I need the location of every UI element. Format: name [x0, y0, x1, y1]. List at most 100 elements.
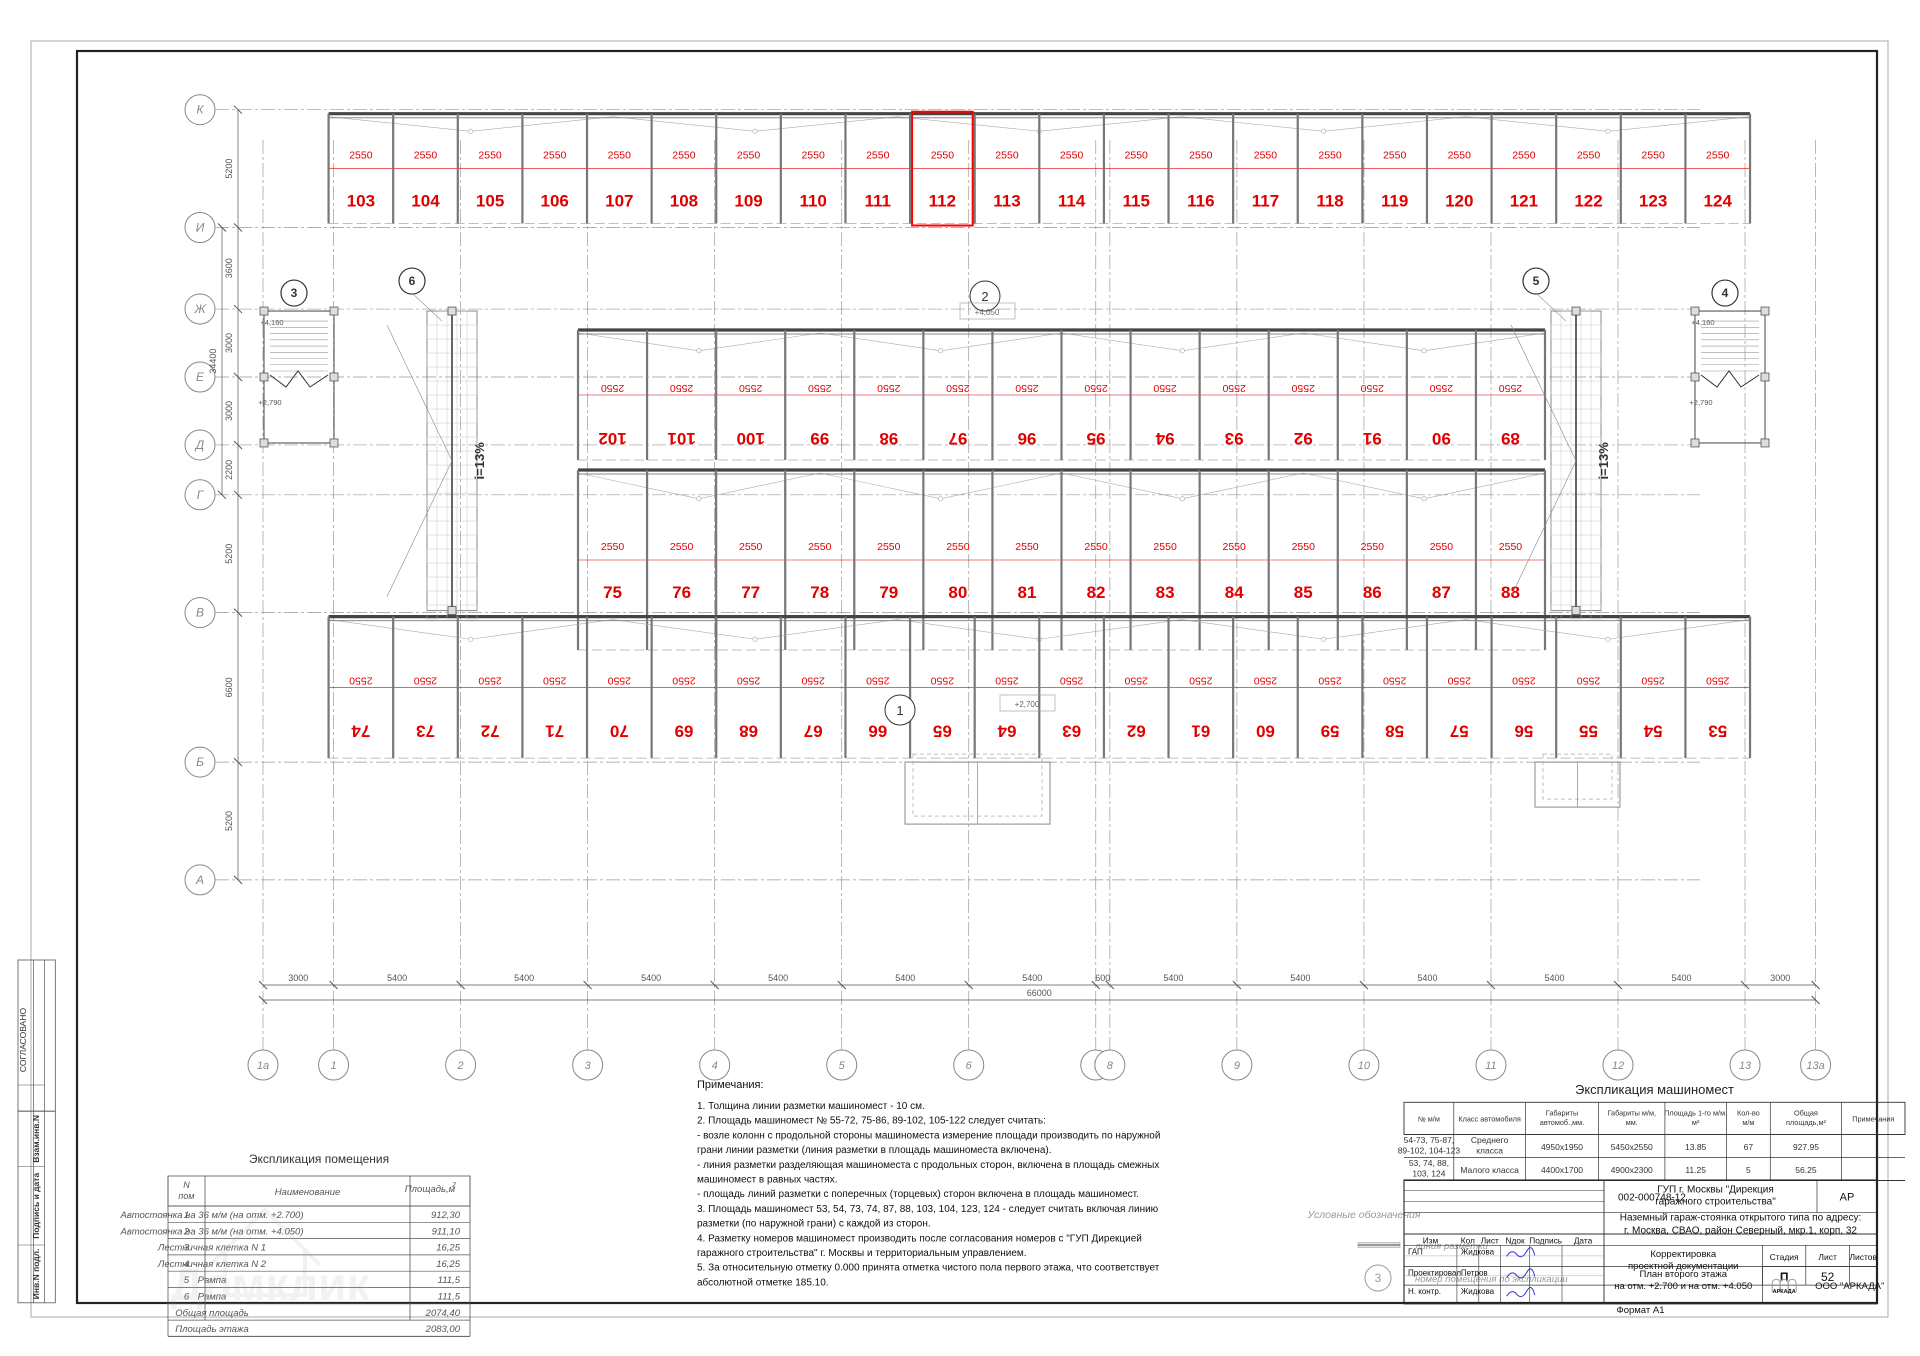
svg-text:111,5: 111,5: [438, 1292, 461, 1303]
svg-text:1: 1: [331, 1060, 337, 1072]
svg-text:ГУП г. Москвы "Дирекция: ГУП г. Москвы "Дирекция: [1657, 1184, 1774, 1195]
svg-text:600: 600: [1095, 973, 1110, 983]
svg-text:N: N: [183, 1180, 190, 1190]
svg-text:2550: 2550: [1125, 150, 1149, 162]
svg-text:И: И: [196, 221, 205, 235]
svg-text:1: 1: [896, 703, 903, 718]
svg-text:площадь,м²: площадь,м²: [1786, 1118, 1827, 1127]
svg-text:2550: 2550: [931, 674, 955, 686]
svg-text:912,30: 912,30: [431, 1210, 461, 1221]
svg-text:111: 111: [865, 192, 892, 211]
svg-text:81: 81: [1017, 583, 1036, 602]
svg-text:Лестничная клетка N 1: Лестничная клетка N 1: [157, 1243, 266, 1254]
svg-text:91: 91: [1363, 429, 1382, 448]
svg-text:пом: пом: [178, 1191, 194, 1201]
svg-text:2550: 2550: [877, 382, 901, 394]
svg-text:82: 82: [1087, 583, 1106, 602]
svg-text:3: 3: [585, 1060, 592, 1072]
svg-text:65: 65: [933, 721, 952, 740]
svg-text:5: 5: [1746, 1165, 1751, 1175]
svg-text:2550: 2550: [808, 382, 832, 394]
svg-text:5. За относительную отметку 0.: 5. За относительную отметку 0.000 принят…: [697, 1263, 1160, 1274]
svg-text:Площадь этажа: Площадь этажа: [175, 1324, 248, 1335]
svg-text:+2,700: +2,700: [1015, 700, 1040, 709]
svg-text:Петров: Петров: [1461, 1269, 1488, 1278]
svg-text:4: 4: [1722, 286, 1729, 300]
svg-text:86: 86: [1363, 583, 1382, 602]
svg-text:гаражного строительства": гаражного строительства": [1655, 1196, 1776, 1207]
svg-text:12: 12: [1612, 1060, 1624, 1072]
svg-text:Наименование: Наименование: [275, 1187, 341, 1198]
svg-text:Стадия: Стадия: [1770, 1252, 1799, 1262]
svg-text:П: П: [1780, 1270, 1789, 1284]
svg-text:ООО "АРКАДА": ООО "АРКАДА": [1815, 1281, 1884, 1292]
svg-text:5400: 5400: [768, 973, 788, 983]
svg-text:3: 3: [1375, 1271, 1382, 1285]
svg-text:96: 96: [1017, 429, 1036, 448]
svg-text:СОГЛАСОВАНО: СОГЛАСОВАНО: [18, 1008, 28, 1073]
svg-text:2083,00: 2083,00: [425, 1324, 461, 1335]
svg-text:2550: 2550: [1512, 150, 1536, 162]
svg-text:Среднего: Среднего: [1471, 1135, 1509, 1145]
svg-text:Кол: Кол: [1461, 1236, 1475, 1246]
svg-text:2550: 2550: [672, 150, 696, 162]
svg-text:2074,40: 2074,40: [425, 1308, 461, 1319]
svg-text:Взам.инв.N: Взам.инв.N: [31, 1115, 41, 1163]
svg-text:2550: 2550: [1189, 150, 1213, 162]
svg-text:13а: 13а: [1806, 1060, 1824, 1072]
svg-text:9: 9: [1234, 1060, 1240, 1072]
svg-text:5400: 5400: [1290, 973, 1310, 983]
svg-text:- линия разметки разделяющая м: - линия разметки разделяющая машиноместа…: [697, 1160, 1159, 1171]
svg-text:1. Толщина линии разметки маши: 1. Толщина линии разметки машиномест - 1…: [697, 1101, 925, 1112]
svg-text:3000: 3000: [288, 973, 308, 983]
svg-text:2550: 2550: [1254, 674, 1278, 686]
svg-text:машиномест в равных частях.: машиномест в равных частях.: [697, 1175, 837, 1186]
svg-text:2550: 2550: [1254, 150, 1278, 162]
svg-text:Подпись и дата: Подпись и дата: [31, 1173, 41, 1239]
svg-text:2550: 2550: [1222, 382, 1246, 394]
svg-text:К: К: [196, 103, 204, 117]
svg-text:2200: 2200: [224, 460, 234, 480]
svg-text:Лист: Лист: [1818, 1252, 1837, 1262]
svg-text:+2,790: +2,790: [258, 398, 281, 407]
svg-text:2550: 2550: [670, 382, 694, 394]
svg-text:1а: 1а: [257, 1060, 269, 1072]
svg-text:2550: 2550: [1084, 541, 1108, 553]
svg-text:2550: 2550: [737, 674, 761, 686]
svg-text:60: 60: [1256, 721, 1275, 740]
svg-text:4900х2300: 4900х2300: [1611, 1165, 1653, 1175]
svg-text:53, 74, 88,: 53, 74, 88,: [1409, 1158, 1449, 1168]
svg-text:2550: 2550: [1430, 382, 1454, 394]
svg-text:2550: 2550: [739, 382, 763, 394]
svg-text:80: 80: [948, 583, 967, 602]
svg-text:АРКАДА: АРКАДА: [1773, 1289, 1796, 1295]
svg-text:2550: 2550: [808, 541, 832, 553]
svg-text:5200: 5200: [224, 159, 234, 179]
svg-text:68: 68: [739, 721, 758, 740]
svg-text:2550: 2550: [946, 541, 970, 553]
svg-text:118: 118: [1316, 192, 1343, 211]
svg-text:2550: 2550: [601, 382, 625, 394]
svg-text:5: 5: [1533, 274, 1540, 288]
svg-text:мм.: мм.: [1626, 1118, 1638, 1127]
svg-text:Класс автомобиля: Класс автомобиля: [1458, 1114, 1521, 1123]
svg-text:16,25: 16,25: [436, 1243, 460, 1254]
svg-text:55: 55: [1579, 721, 1598, 740]
svg-text:2550: 2550: [1153, 382, 1177, 394]
svg-text:2550: 2550: [1189, 674, 1213, 686]
svg-text:2550: 2550: [1641, 150, 1665, 162]
svg-text:гаражного строительства" г. Мо: гаражного строительства" г. Москвы и тер…: [697, 1248, 1027, 1259]
svg-text:разметки (по наружной грани) с: разметки (по наружной грани) с каждой из…: [697, 1219, 931, 1230]
svg-text:122: 122: [1574, 192, 1602, 211]
svg-text:119: 119: [1381, 192, 1408, 211]
svg-text:2550: 2550: [877, 541, 901, 553]
svg-text:2550: 2550: [1448, 150, 1472, 162]
svg-text:2: 2: [981, 289, 988, 304]
svg-text:113: 113: [993, 192, 1020, 211]
svg-text:2550: 2550: [1318, 150, 1342, 162]
svg-text:4: 4: [712, 1060, 718, 1072]
svg-text:121: 121: [1510, 192, 1538, 211]
svg-text:Жидкова: Жидкова: [1461, 1287, 1495, 1296]
svg-text:111,5: 111,5: [438, 1275, 461, 1286]
svg-text:+4,160: +4,160: [1691, 318, 1714, 327]
